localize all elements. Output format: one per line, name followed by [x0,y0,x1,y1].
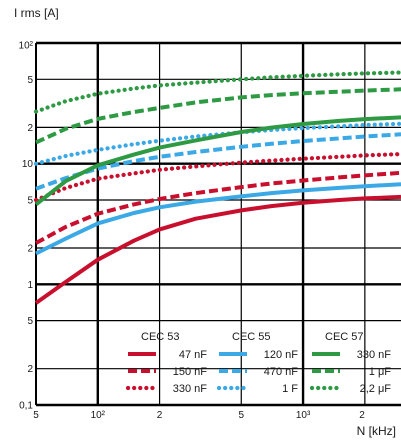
y-tick-label: 2 [27,123,33,134]
y-tick-label: 0,1 [19,401,33,412]
legend-label: 150 nF [173,366,208,378]
y-tick-label: 5 [27,75,33,86]
legend-group-title: CEC 53 [141,331,180,343]
x-axis-label: N [kHz] [357,424,396,438]
series-line [35,87,401,145]
y-tick-label: 10 [22,159,34,170]
series-line [33,70,401,114]
series-line [33,121,401,166]
legend-group-title: CEC 57 [325,331,364,343]
y-tick-label: 2 [27,364,33,375]
legend-label: 470 nF [264,366,299,378]
x-tick-label: 10³ [296,410,311,421]
legend-label: 1 F [282,383,298,395]
tick-labels: 5 10² 2 5 10³ 2 0,1 2 5 1 2 5 10 2 5 10² [19,41,366,422]
series-line [35,182,401,256]
y-tick-label: 5 [27,316,33,327]
x-tick-label: 2 [157,410,163,421]
series-line [35,132,401,191]
series-lines [33,70,401,305]
grid [35,41,401,407]
y-axis-label: I rms [A] [14,6,59,20]
series-line [34,194,401,305]
legend-label: 330 nF [173,383,208,395]
legend-label: 120 nF [264,349,299,361]
series-line [33,152,401,203]
legend-label: 1 μF [369,366,392,378]
series-line [35,170,401,245]
legend-group-title: CEC 55 [232,331,271,343]
y-tick-label: 5 [27,195,33,206]
y-tick-label: 1 [27,280,33,291]
x-tick-label: 2 [359,410,365,421]
x-tick-label: 5 [33,410,39,421]
x-tick-label: 5 [238,410,244,421]
x-tick-label: 10² [91,410,106,421]
legend-label: 47 nF [179,349,207,361]
y-tick-label: 2 [27,244,33,255]
y-tick-label: 10² [19,41,34,52]
legend: CEC 53 47 nF 150 nF 330 nF CEC 55 120 nF 470 n… [125,331,392,395]
legend-label: 2,2 μF [360,383,392,395]
series-line [34,115,401,206]
legend-label: 330 nF [357,349,392,361]
